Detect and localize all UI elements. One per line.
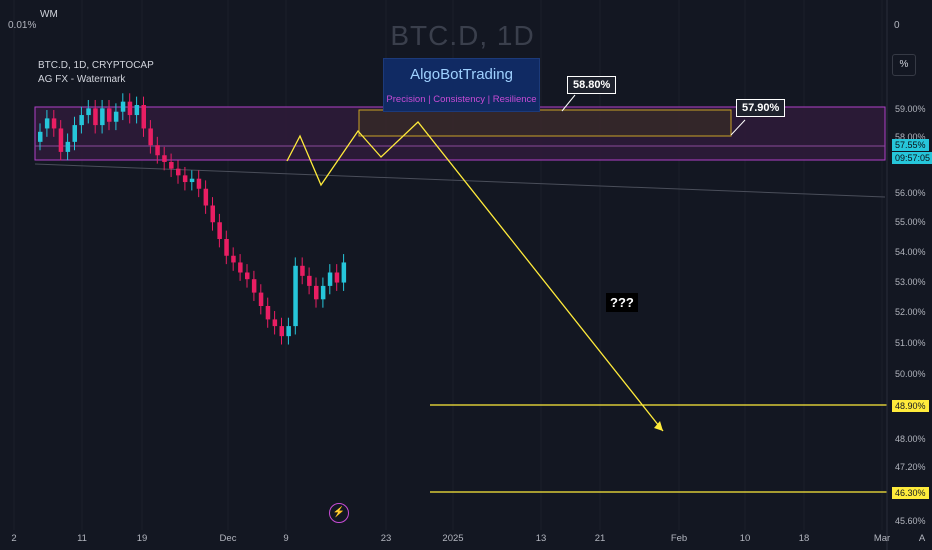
callout-58-80[interactable]: 58.80% xyxy=(567,76,617,94)
symbol-watermark: BTC.D, 1D xyxy=(390,20,535,51)
callout-pointer-2 xyxy=(730,119,746,136)
candle-body xyxy=(307,275,312,286)
y-tick-label: 45.60% xyxy=(895,516,926,526)
x-tick-label: 11 xyxy=(77,533,87,544)
x-axis-ticks: 2 11 19 Dec 9 23 2025 13 21 Feb 10 18 Mar A xyxy=(11,533,925,544)
x-tick-label: 2025 xyxy=(442,533,463,544)
indicator-short-label: WM xyxy=(40,9,58,20)
candle-body xyxy=(86,108,91,116)
x-tick-label: 21 xyxy=(595,533,606,544)
lightning-icon[interactable]: ⚡ xyxy=(329,503,349,523)
algobot-subtitle: Precision | Consistency | Resilience xyxy=(386,94,537,105)
candle-body xyxy=(334,272,340,283)
target-box xyxy=(358,109,732,137)
candle-body xyxy=(279,326,284,337)
candle-body xyxy=(341,262,347,283)
candle-body xyxy=(65,141,71,152)
y-tick-label: 51.00% xyxy=(895,338,926,348)
target-badge-1: 48.90% xyxy=(892,400,929,412)
y-tick-label: 54.00% xyxy=(895,247,926,257)
candle-body xyxy=(272,319,278,327)
indicator-label[interactable]: AG FX - Watermark xyxy=(38,74,126,85)
candle-body xyxy=(258,292,264,306)
x-tick-label: 9 xyxy=(283,533,288,544)
candle-body xyxy=(141,105,146,129)
percent-scale-button[interactable]: % xyxy=(892,54,916,76)
candle-body xyxy=(320,285,326,300)
left-scale-value: 0.01% xyxy=(8,20,37,31)
x-tick-label: 18 xyxy=(799,533,810,544)
x-tick-label: 23 xyxy=(381,533,392,544)
candle-body xyxy=(113,111,119,122)
candle-body xyxy=(203,188,209,206)
candle-body xyxy=(155,145,160,156)
candle-body xyxy=(100,108,105,126)
candle-body xyxy=(251,279,257,293)
y-tick-label: 58.00% xyxy=(895,132,926,142)
candle-body xyxy=(44,118,50,129)
candle-body xyxy=(93,108,98,126)
x-tick-label: Feb xyxy=(671,533,687,544)
candle-body xyxy=(79,115,84,126)
callout-pointer-1 xyxy=(561,94,576,112)
y-tick-label: 59.00% xyxy=(895,104,926,114)
y-tick-label: 53.00% xyxy=(895,277,926,287)
candle-body xyxy=(169,161,174,169)
candle-body xyxy=(314,285,319,300)
algobot-banner: AlgoBotTrading Precision | Consistency |… xyxy=(383,58,540,112)
x-tick-label: Dec xyxy=(220,533,237,544)
question-label[interactable]: ??? xyxy=(606,293,638,312)
candle-body xyxy=(120,101,126,112)
candle-body xyxy=(196,178,202,189)
candle-body xyxy=(238,262,243,273)
countdown-timer-badge: 09:57:05 xyxy=(892,152,932,164)
y-tick-label: 48.00% xyxy=(895,434,926,444)
candle-body xyxy=(176,168,181,176)
projection-arrowhead xyxy=(654,421,663,431)
x-tick-label: 19 xyxy=(137,533,148,544)
candle-body xyxy=(224,239,229,256)
candle-body xyxy=(148,128,153,146)
trend-line xyxy=(34,163,886,198)
symbol-info[interactable]: BTC.D, 1D, CRYPTOCAP xyxy=(38,60,154,71)
candle-body xyxy=(134,105,140,116)
algobot-title: AlgoBotTrading xyxy=(410,66,513,83)
candle-body xyxy=(327,272,333,286)
candle-body xyxy=(217,222,222,239)
candle-body xyxy=(265,306,271,320)
y-tick-label: 47.20% xyxy=(895,462,926,472)
target-badge-2: 46.30% xyxy=(892,487,929,499)
candle-body xyxy=(245,272,250,280)
y-tick-label: 50.00% xyxy=(895,369,926,379)
candle-body xyxy=(189,178,195,183)
candle-body xyxy=(182,175,188,183)
candle-body xyxy=(107,108,112,122)
x-tick-label: Mar xyxy=(874,533,890,544)
y-tick-label: 56.00% xyxy=(895,188,926,198)
callout-57-90[interactable]: 57.90% xyxy=(736,99,786,117)
x-tick-label: A xyxy=(919,533,926,544)
candle-body xyxy=(51,118,57,129)
candle-body xyxy=(210,205,215,223)
candle-body xyxy=(286,326,291,337)
candle-body xyxy=(293,265,298,327)
candle-body xyxy=(38,131,43,142)
candle-body xyxy=(162,155,167,162)
candles-group xyxy=(38,93,347,345)
candle-body xyxy=(127,101,133,116)
candle-body xyxy=(58,128,64,152)
candle-body xyxy=(300,265,305,276)
x-tick-label: 2 xyxy=(11,533,16,544)
y-tick-label: 55.00% xyxy=(895,217,926,227)
current-price-badge: 57.55% xyxy=(892,139,929,151)
y-tick-label: 52.00% xyxy=(895,307,926,317)
x-tick-label: 10 xyxy=(740,533,751,544)
candle-body xyxy=(231,255,236,263)
price-scale-top-value: 0 xyxy=(894,20,900,31)
x-tick-label: 13 xyxy=(536,533,547,544)
candle-body xyxy=(72,125,77,142)
projection-path xyxy=(286,121,664,432)
